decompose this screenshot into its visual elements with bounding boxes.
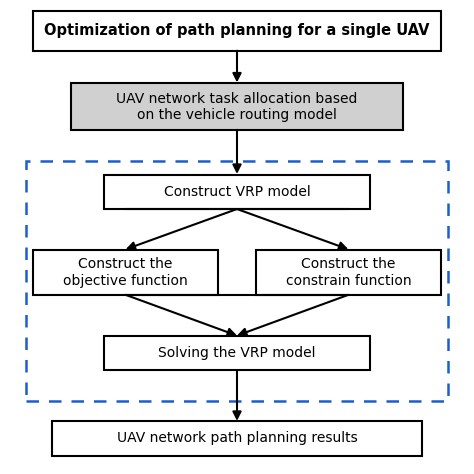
Bar [256,250,441,295]
Text: Optimization of path planning for a single UAV: Optimization of path planning for a sing… [44,23,430,38]
Text: UAV network task allocation based
on the vehicle routing model: UAV network task allocation based on the… [116,91,358,122]
Bar [26,161,448,401]
Text: Construct the
objective function: Construct the objective function [63,257,188,288]
Bar [71,83,403,130]
Text: Solving the VRP model: Solving the VRP model [158,346,316,360]
Bar [104,175,370,209]
Text: Construct VRP model: Construct VRP model [164,185,310,199]
Bar [33,11,441,51]
Text: UAV network path planning results: UAV network path planning results [117,431,357,446]
Text: Construct the
constrain function: Construct the constrain function [285,257,411,288]
Bar [52,421,422,456]
Bar [33,250,218,295]
Bar [104,336,370,370]
